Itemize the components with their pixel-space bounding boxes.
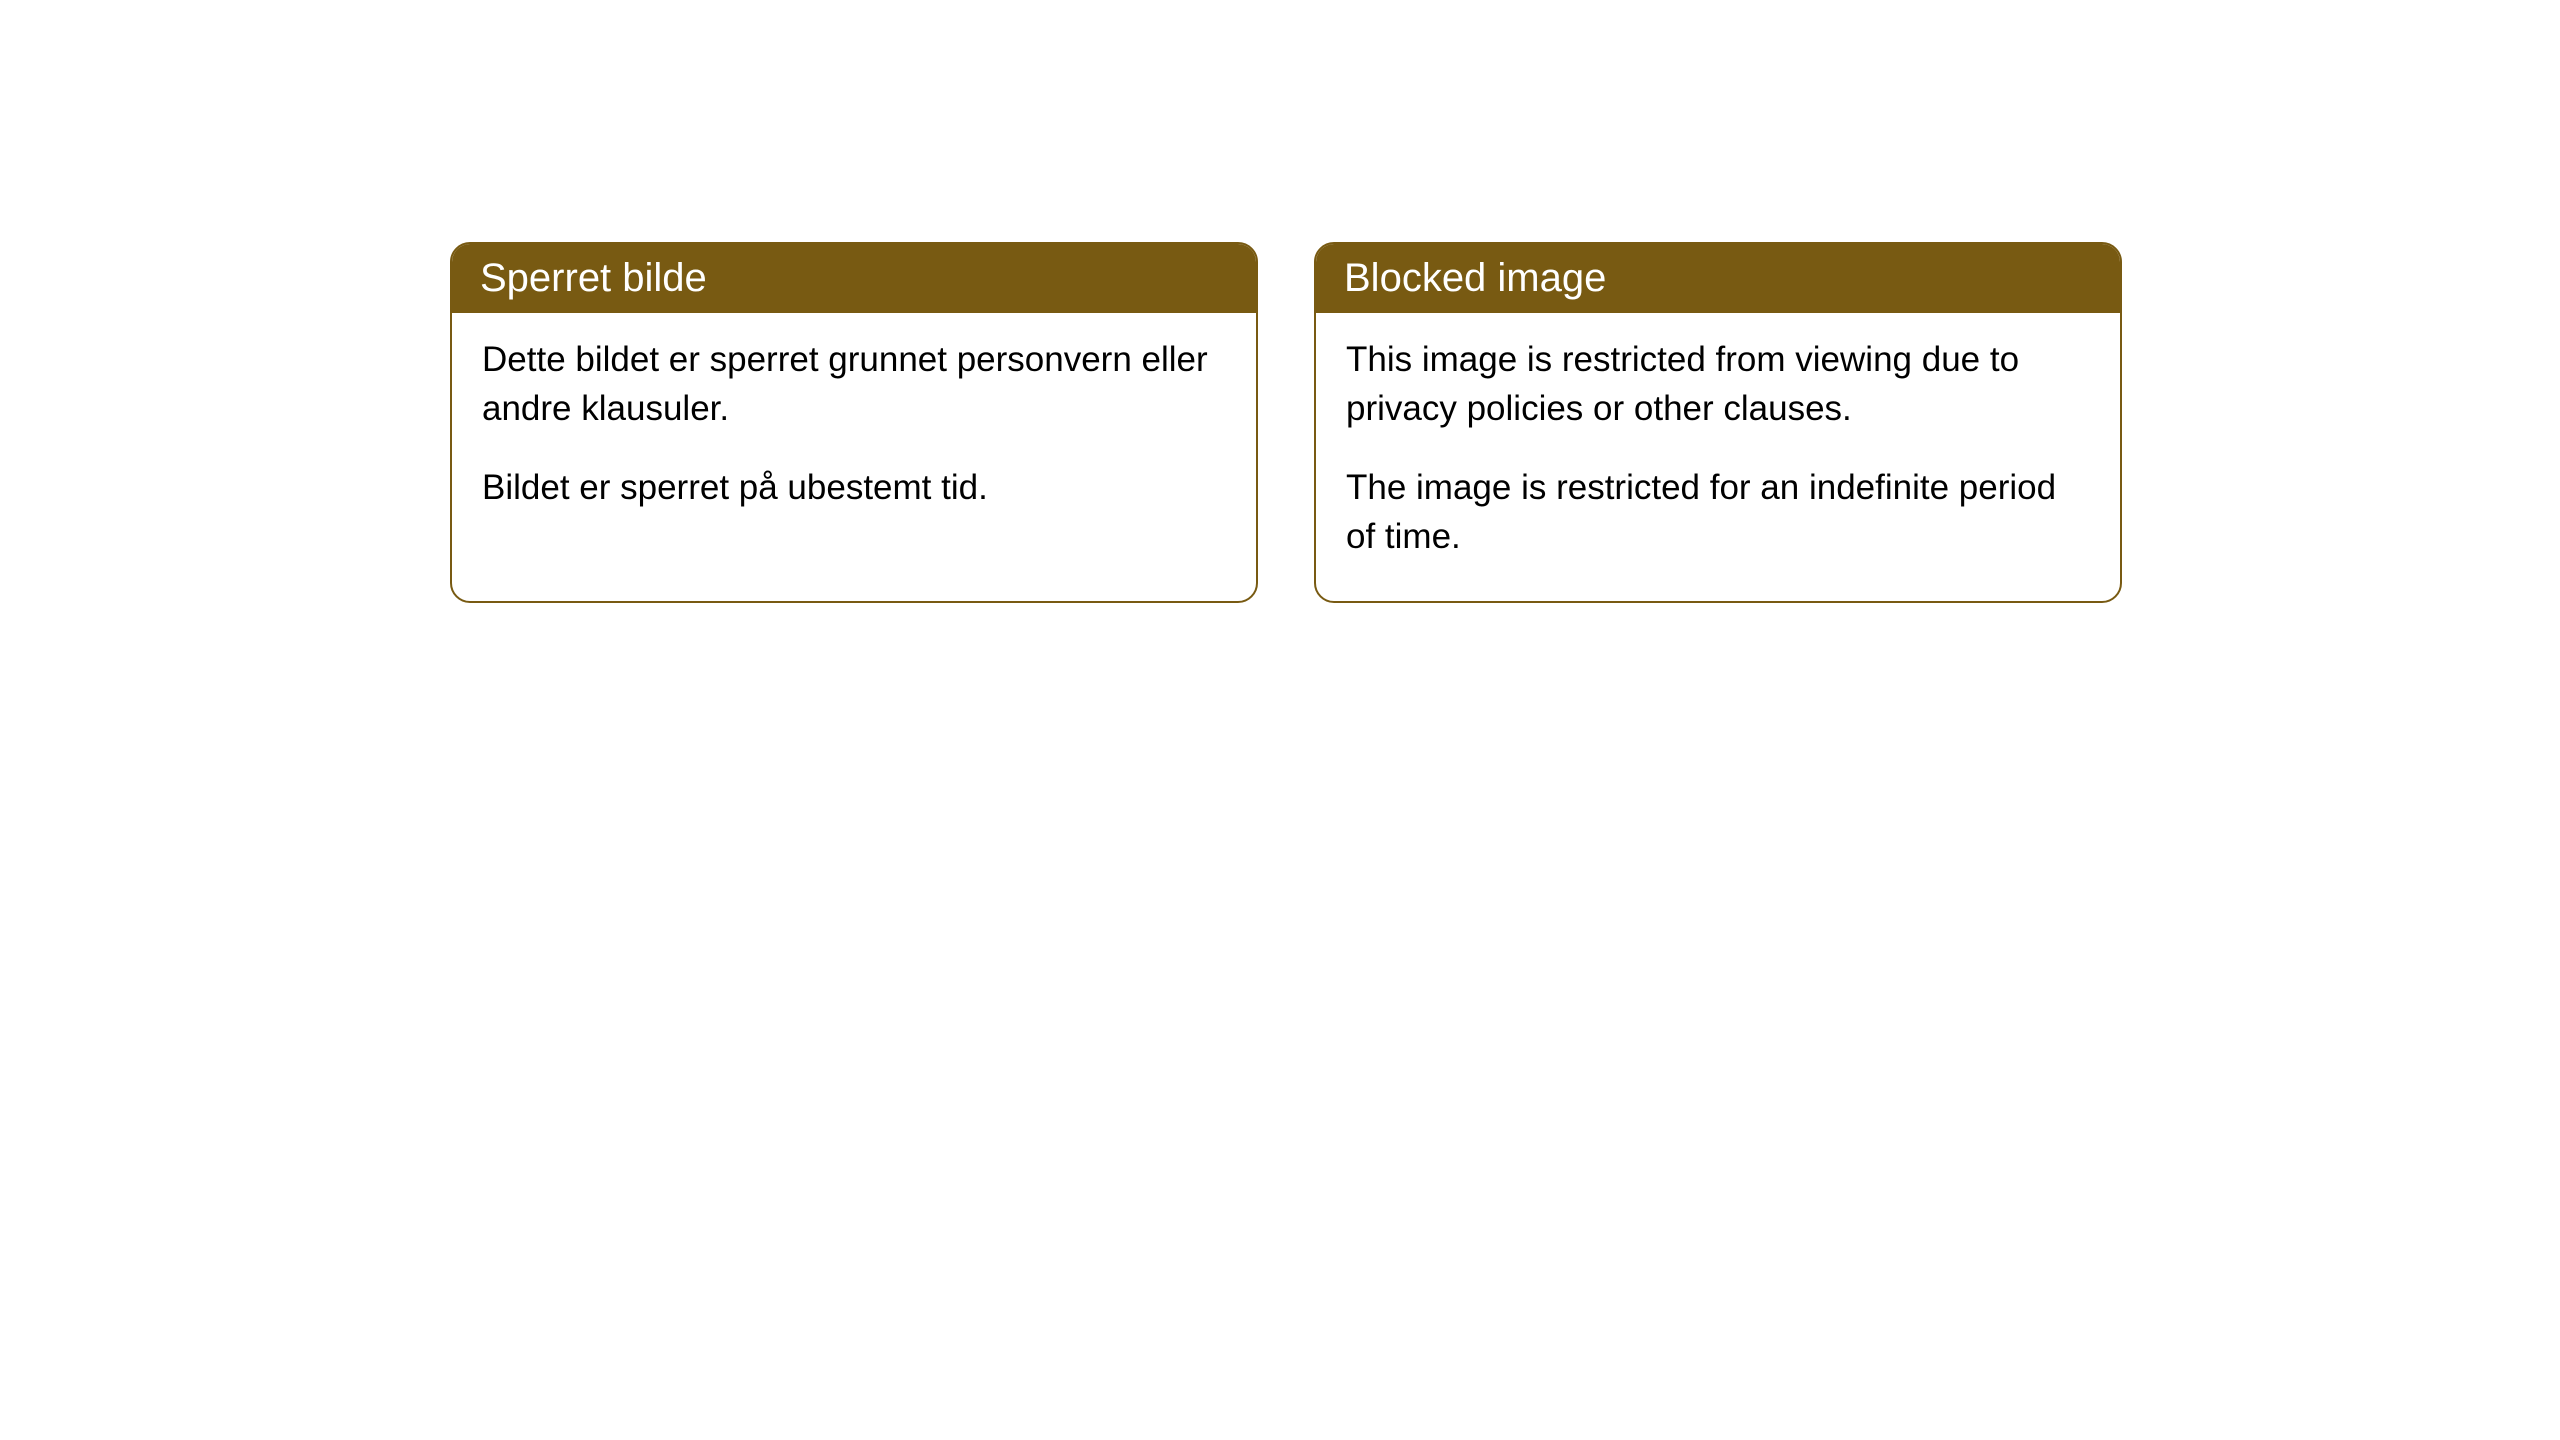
card-header-english: Blocked image: [1316, 244, 2120, 313]
card-body-norwegian: Dette bildet er sperret grunnet personve…: [452, 313, 1256, 552]
card-title-norwegian: Sperret bilde: [480, 256, 707, 300]
card-title-english: Blocked image: [1344, 256, 1606, 300]
card-header-norwegian: Sperret bilde: [452, 244, 1256, 313]
notice-card-norwegian: Sperret bilde Dette bildet er sperret gr…: [450, 242, 1258, 603]
card-text-norwegian-2: Bildet er sperret på ubestemt tid.: [482, 463, 1226, 512]
card-text-english-2: The image is restricted for an indefinit…: [1346, 463, 2090, 561]
card-text-norwegian-1: Dette bildet er sperret grunnet personve…: [482, 335, 1226, 433]
card-body-english: This image is restricted from viewing du…: [1316, 313, 2120, 601]
card-text-english-1: This image is restricted from viewing du…: [1346, 335, 2090, 433]
notice-container: Sperret bilde Dette bildet er sperret gr…: [450, 242, 2122, 603]
notice-card-english: Blocked image This image is restricted f…: [1314, 242, 2122, 603]
